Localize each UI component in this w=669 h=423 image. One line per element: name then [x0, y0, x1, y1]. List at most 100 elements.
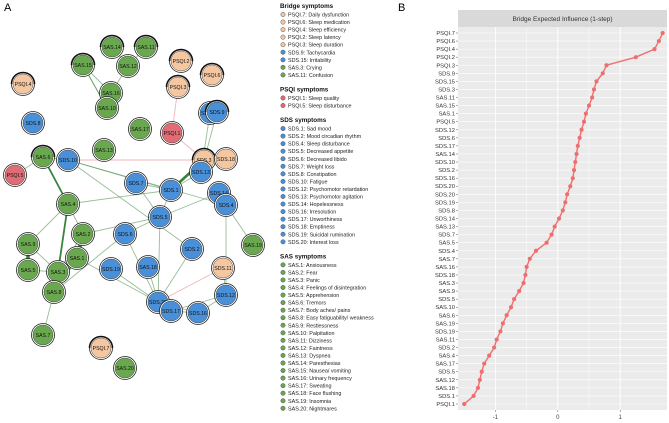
chart-point: [573, 159, 578, 165]
legend-item: SDS.4: Sleep disturbance: [280, 141, 350, 148]
chart-point: [533, 248, 539, 253]
legend-item: SDS.16: Irresolution: [280, 209, 336, 216]
network-node-label: SDS.2: [185, 247, 200, 253]
network-node-label: PSQI.2: [173, 59, 190, 65]
network-node-label: PSQI.3: [170, 85, 187, 91]
chart-point: [527, 256, 532, 261]
network-node: SDS.9: [204, 99, 230, 124]
chart-x-tick-label: -1: [493, 415, 499, 421]
legend-item: SDS.18: Emptiness: [280, 224, 335, 231]
chart-point: [591, 87, 597, 92]
legend-item: SDS.13: Psychomotor agitation: [280, 194, 363, 201]
legend-item: SAS.11: Dizziness: [280, 337, 332, 344]
chart-point: [477, 377, 482, 382]
network-node-label: SAS.14: [103, 45, 121, 51]
legend-item: SDS.19: Suicidal rumination: [280, 231, 355, 238]
network-node: SDS.13: [189, 160, 213, 184]
chart-point: [633, 55, 638, 60]
legend-item: SDS.12: Psychomotor retardation: [280, 186, 368, 193]
network-node-label: SDS.8: [26, 121, 41, 127]
network-node: PSQI.1: [160, 121, 184, 145]
legend-item: PSQI.4: Sleep efficiency: [280, 27, 346, 34]
chart-point: [492, 345, 497, 350]
network-node-label: SDS.1: [164, 188, 179, 194]
network-node-label: SDS.6: [118, 232, 133, 238]
chart-point: [568, 184, 573, 189]
legend-item-label: SAS.16: Urinary frequency: [288, 376, 352, 382]
legend-item-label: PSQI.7: Daily dysfunction: [288, 13, 349, 19]
legend-item: SAS.9: Restlessness: [280, 322, 339, 329]
chart-y-tick-label: SDS.16: [435, 176, 455, 182]
chart-y-tick-label: SAS.17: [435, 362, 455, 368]
chart-y-tick-label: SDS.17: [435, 144, 455, 150]
legend-item: SAS.17: Sweating: [280, 383, 331, 390]
chart-point: [504, 313, 509, 318]
legend-heading: PSQI symptoms: [280, 86, 329, 93]
chart-title: Bridge Expected Influence (1-step): [512, 16, 612, 23]
network-node-label: SDS.12: [217, 293, 235, 299]
chart-y-tick-label: SAS.16: [435, 265, 455, 271]
chart-point: [581, 119, 587, 124]
network-node-label: SAS.16: [102, 91, 120, 97]
chart-y-tick-label: SAS.11: [436, 337, 455, 343]
network-node: SAS.20: [113, 356, 137, 380]
network-node: SAS.4: [56, 192, 80, 216]
network-node-label: SAS.15: [74, 63, 92, 69]
legend-item-label: PSQI.1: Sleep quality: [288, 96, 340, 102]
chart-point: [563, 200, 568, 205]
chart-point: [600, 71, 605, 76]
network-node: SDS.18: [214, 147, 238, 171]
network-node: PSQI.3: [165, 74, 191, 99]
chart-y-tick-label: SAS.10: [435, 305, 455, 311]
chart-y-tick-label: SDS.8: [438, 208, 455, 214]
chart-y-tick-label: SDS.20: [435, 192, 455, 198]
network-node-label: PSQI.5: [7, 173, 24, 179]
network-node: SDS.1: [159, 178, 183, 202]
network-node: SAS.6: [30, 144, 56, 169]
network-node-label: SDS.18: [217, 157, 235, 163]
network-node-label: PSQI.1: [164, 131, 181, 137]
legend-item: SAS.16: Urinary frequency: [280, 375, 352, 382]
chart-point: [544, 240, 549, 245]
network-node: SAS.1: [65, 246, 89, 270]
legend-item: SDS.1: Sad mood: [280, 126, 331, 133]
network-node: SDS.4: [214, 193, 238, 217]
chart-point: [575, 143, 580, 149]
chart-y-tick-label: PSQI.5: [436, 120, 455, 126]
chart-point: [652, 47, 657, 52]
legend-item: SDS.15: Irritability: [280, 57, 331, 64]
network-node: PSQI.7: [88, 335, 114, 360]
network-node-label: SAS.13: [95, 148, 113, 154]
chart-y-tick-label: PSQI.2: [436, 55, 455, 61]
chart-y-tick-label: PSQI.1: [436, 402, 455, 408]
chart-y-tick-label: SDS.2: [438, 346, 455, 352]
network-node: SAS.7: [31, 323, 55, 347]
legend-heading: SDS symptoms: [280, 117, 327, 124]
chart-point: [574, 151, 579, 157]
chart-y-tick-label: PSQI.4: [436, 47, 455, 53]
chart-point: [571, 168, 577, 173]
chart-y-tick-label: SDS.14: [435, 217, 456, 223]
network-node-label: SAS.3: [51, 270, 66, 276]
legend-item: SAS.8: Easy fatiguability/ weakness: [280, 315, 374, 322]
network-node: PSQI.5: [3, 163, 27, 187]
network-node: SAS.18: [136, 255, 160, 279]
chart-point: [560, 208, 565, 213]
legend-item: SAS.3: Panic: [280, 277, 320, 284]
legend-item: SAS.11: Confusion: [280, 72, 333, 79]
legend-item: SAS.5: Apprehension: [280, 292, 339, 299]
legend-item: SAS.3: Crying: [280, 64, 322, 71]
legend-item: SDS.10: Fatigue: [280, 178, 328, 185]
chart-y-tick-label: SAS.12: [435, 378, 455, 384]
chart-point: [487, 353, 492, 358]
legend-item-label: SAS.18: Face flushing: [288, 391, 341, 397]
network-node-label: SAS.11: [137, 45, 154, 51]
legend-item-label: SAS.9: Restlessness: [288, 323, 339, 329]
network-node-label: SAS.6: [36, 155, 51, 161]
chart-point: [577, 135, 582, 140]
chart-y-tick-label: SAS.1: [439, 112, 455, 118]
chart-point: [570, 176, 575, 181]
chart-point: [462, 401, 467, 407]
chart-y-tick-label: SDS.6: [438, 136, 455, 142]
